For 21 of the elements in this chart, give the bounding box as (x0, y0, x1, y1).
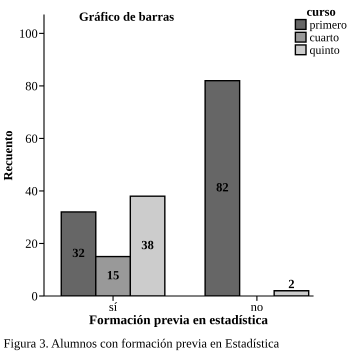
legend-label: cuarto (310, 34, 339, 42)
data-label: 32 (72, 248, 84, 258)
data-label: 15 (108, 271, 119, 280)
data-label: 2 (288, 280, 294, 288)
legend-label: quinto (310, 46, 340, 56)
x-axis-title: Formación previa en estadística (89, 314, 268, 327)
x-tick-label: no (250, 305, 263, 312)
legend-title: curso (306, 10, 336, 16)
chart-title: Gráfico de barras (80, 12, 174, 21)
x-tick-label: sí (109, 302, 118, 312)
y-axis-title: Recuento (4, 130, 12, 180)
y-tick-label: 20 (26, 240, 38, 248)
y-tick-label: 40 (25, 186, 38, 196)
text: Figura 3. Alumnos con formación previa en Estadística (4, 338, 279, 350)
data-label: 82 (216, 183, 228, 192)
y-tick-label: 0 (32, 292, 38, 300)
y-tick-label: 80 (26, 82, 38, 90)
y-tick-label: 100 (20, 29, 38, 38)
legend-label: primero (310, 20, 346, 32)
y-tick-label: 60 (26, 134, 38, 143)
data-label: 38 (142, 240, 154, 250)
